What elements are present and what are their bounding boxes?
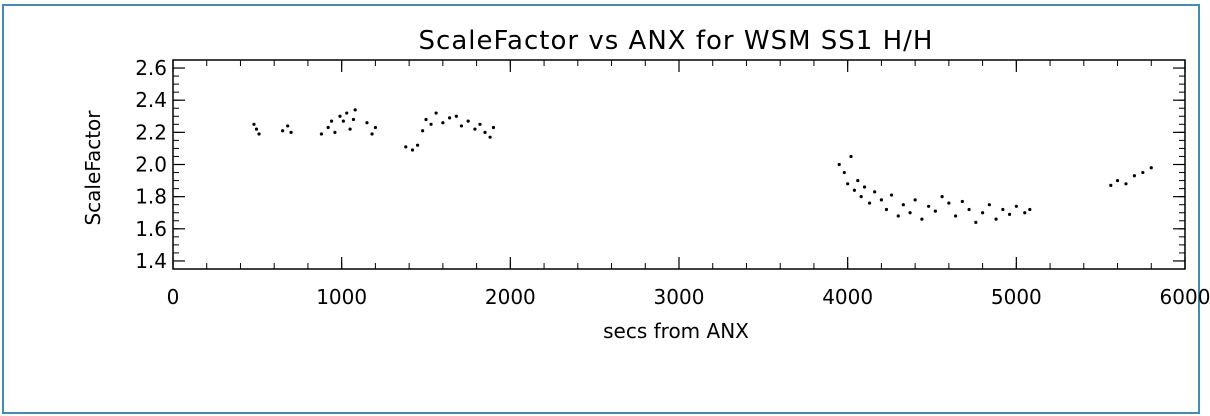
data-point bbox=[873, 190, 877, 194]
data-point bbox=[281, 129, 285, 133]
data-point bbox=[981, 211, 985, 215]
data-point bbox=[257, 132, 261, 136]
data-point bbox=[920, 217, 924, 221]
data-point bbox=[933, 209, 937, 213]
data-point bbox=[1132, 174, 1136, 178]
data-point bbox=[483, 130, 487, 134]
data-point bbox=[987, 203, 991, 207]
data-point bbox=[1109, 183, 1113, 187]
y-tick-label: 2.2 bbox=[135, 120, 167, 144]
x-tick-label: 4000 bbox=[822, 285, 873, 309]
data-point bbox=[329, 119, 334, 123]
x-tick-label: 3000 bbox=[654, 285, 705, 309]
data-point bbox=[488, 135, 492, 139]
x-tick-label: 0 bbox=[167, 285, 180, 309]
data-point bbox=[1007, 212, 1012, 216]
data-point bbox=[947, 201, 951, 205]
data-point bbox=[252, 122, 256, 126]
data-point bbox=[994, 217, 998, 221]
data-point bbox=[960, 199, 964, 204]
data-point bbox=[429, 122, 433, 126]
data-point bbox=[1023, 211, 1027, 215]
data-point bbox=[289, 130, 293, 134]
data-points bbox=[252, 108, 1153, 224]
data-point bbox=[491, 125, 496, 130]
data-point bbox=[954, 214, 958, 218]
data-point bbox=[434, 111, 438, 115]
y-tick-label: 1.8 bbox=[135, 185, 167, 209]
data-point bbox=[319, 132, 324, 136]
data-point bbox=[867, 201, 872, 205]
data-point bbox=[410, 148, 415, 152]
data-point bbox=[927, 204, 931, 208]
data-point bbox=[859, 195, 863, 199]
y-axis-label: ScaleFactor bbox=[81, 110, 105, 226]
data-point bbox=[351, 117, 356, 122]
data-point bbox=[415, 143, 420, 147]
data-point bbox=[1149, 166, 1153, 170]
data-point bbox=[940, 195, 944, 199]
data-point bbox=[1028, 207, 1032, 212]
data-point bbox=[473, 127, 477, 131]
y-tick-label: 2.0 bbox=[135, 153, 167, 177]
y-tick-label: 1.4 bbox=[135, 249, 167, 273]
data-point bbox=[448, 116, 452, 120]
data-point bbox=[365, 121, 369, 125]
data-point bbox=[373, 125, 377, 130]
data-point bbox=[421, 129, 425, 133]
x-axis-label: secs from ANX bbox=[603, 319, 749, 343]
x-axis-ticks: 0 1000 2000 3000 4000 5000 6000 bbox=[167, 60, 1210, 309]
data-point bbox=[974, 220, 978, 224]
data-point bbox=[849, 154, 853, 159]
data-point bbox=[341, 119, 345, 123]
data-point bbox=[254, 127, 259, 131]
data-point bbox=[348, 127, 352, 131]
data-point bbox=[862, 185, 867, 189]
data-point bbox=[901, 203, 905, 207]
chart-title: ScaleFactor vs ANX for WSM SS1 H/H bbox=[419, 26, 934, 56]
data-point bbox=[884, 207, 889, 212]
data-point bbox=[345, 111, 349, 115]
x-tick-label: 2000 bbox=[485, 285, 536, 309]
x-tick-label: 6000 bbox=[1160, 285, 1210, 309]
data-point bbox=[424, 117, 428, 122]
figure-frame bbox=[2, 4, 1200, 414]
x-tick-label: 5000 bbox=[991, 285, 1042, 309]
data-point bbox=[1115, 178, 1120, 183]
data-point bbox=[370, 132, 374, 136]
data-point bbox=[478, 122, 482, 126]
y-axis-ticks: 1.4 1.6 1.8 2.0 2.2 2.4 2.6 bbox=[135, 56, 1185, 273]
data-point bbox=[1014, 204, 1018, 208]
data-point bbox=[852, 188, 857, 192]
data-point bbox=[459, 124, 464, 128]
data-point bbox=[913, 198, 917, 202]
y-tick-label: 1.6 bbox=[135, 217, 167, 241]
plot-area bbox=[172, 59, 1186, 270]
data-point bbox=[326, 125, 330, 130]
data-point bbox=[1141, 170, 1145, 175]
data-point bbox=[889, 193, 894, 197]
y-tick-label: 2.6 bbox=[135, 56, 167, 80]
data-point bbox=[846, 182, 850, 186]
data-point bbox=[333, 130, 337, 134]
data-point bbox=[1124, 182, 1128, 186]
data-point bbox=[454, 114, 458, 118]
data-point bbox=[338, 114, 342, 118]
x-tick-label: 1000 bbox=[316, 285, 367, 309]
data-point bbox=[908, 211, 912, 215]
data-point bbox=[896, 214, 900, 218]
data-point bbox=[286, 124, 290, 128]
data-point bbox=[879, 198, 884, 202]
data-point bbox=[353, 108, 357, 112]
data-point bbox=[856, 178, 860, 183]
data-point bbox=[404, 145, 408, 149]
data-point bbox=[967, 207, 971, 212]
data-point bbox=[837, 162, 841, 167]
data-point bbox=[441, 121, 445, 125]
data-point bbox=[1001, 207, 1005, 212]
data-point bbox=[466, 119, 470, 123]
data-point bbox=[842, 170, 846, 175]
y-tick-label: 2.4 bbox=[135, 88, 167, 112]
